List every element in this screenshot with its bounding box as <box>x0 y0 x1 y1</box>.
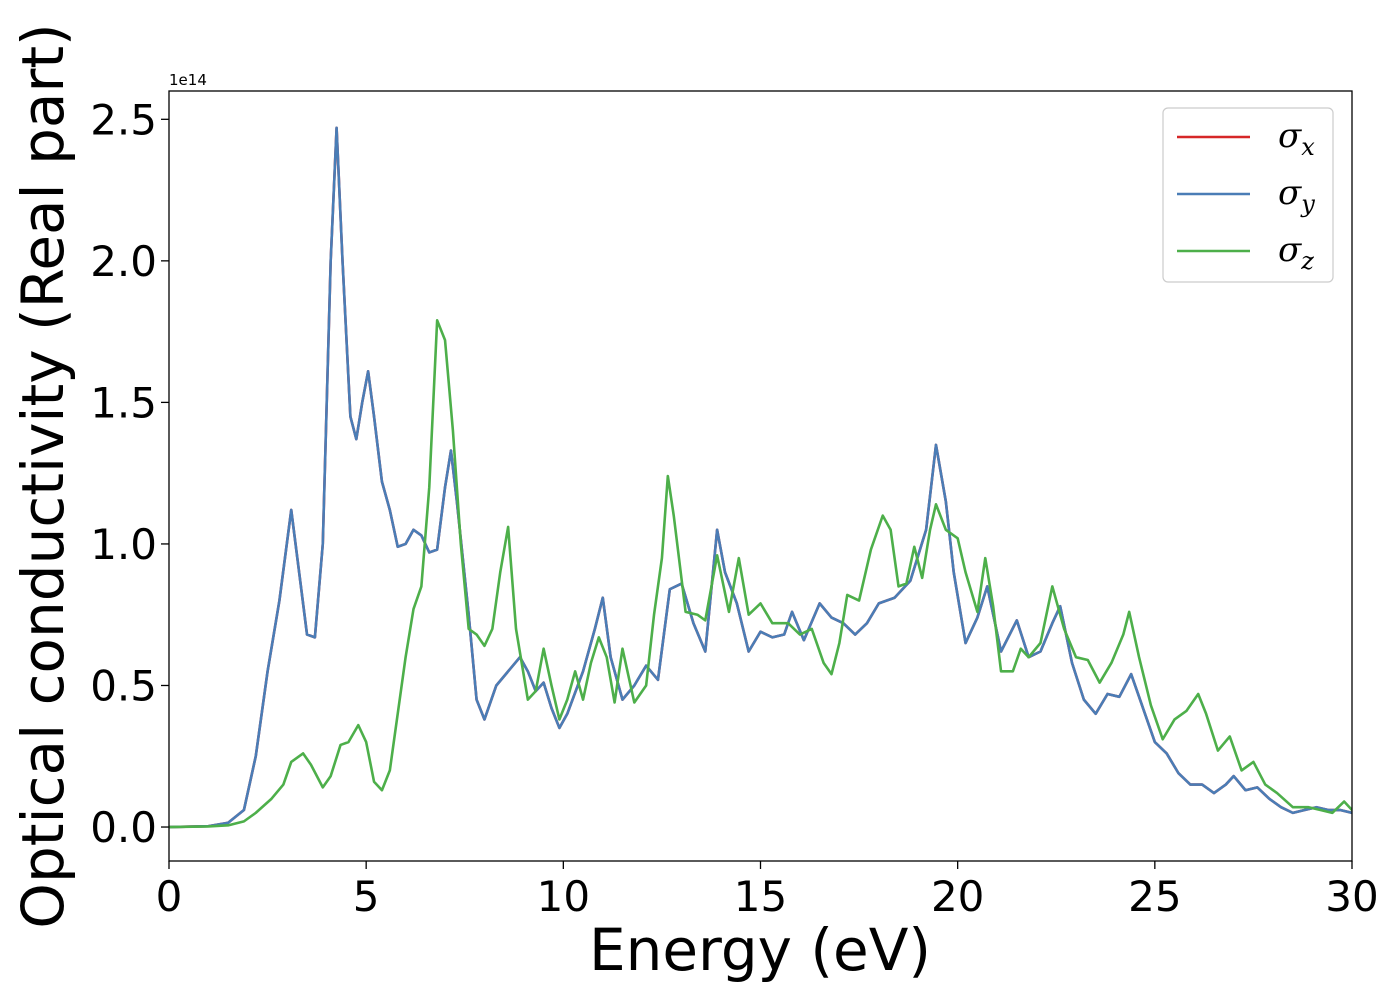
x-tick-label: 20 <box>931 872 984 921</box>
series-line-2 <box>169 319 1352 829</box>
series-layer <box>169 126 1352 829</box>
x-tick-label: 25 <box>1128 872 1181 921</box>
y-tick-label: 0.0 <box>90 803 157 852</box>
y-axis-label: Optical conductivity (Real part) <box>9 23 77 928</box>
x-tick-label: 15 <box>734 872 787 921</box>
x-axis-label: Energy (eV) <box>589 916 931 984</box>
y-offset-label: 1e14 <box>169 71 207 89</box>
x-axis-ticks: 0 5 10 15 20 25 30 <box>156 861 1379 921</box>
y-tick-label: 1.5 <box>90 378 157 427</box>
y-axis-ticks: 0.0 0.5 1.0 1.5 2.0 2.5 <box>90 95 169 852</box>
plot-area <box>168 90 1353 862</box>
x-tick-label: 10 <box>537 872 590 921</box>
y-tick-label: 2.5 <box>90 95 157 144</box>
y-tick-label: 1.0 <box>90 520 157 569</box>
x-tick-label: 30 <box>1325 872 1378 921</box>
y-tick-label: 0.5 <box>90 661 157 710</box>
y-tick-label: 2.0 <box>90 237 157 286</box>
x-tick-label: 0 <box>156 872 183 921</box>
x-tick-label: 5 <box>353 872 380 921</box>
